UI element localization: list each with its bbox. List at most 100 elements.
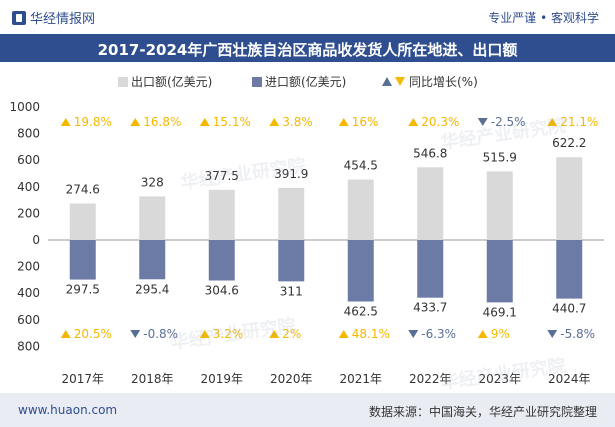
- tagline: 专业严谨 • 客观科学: [488, 11, 599, 25]
- legend-up-triangle-icon: [382, 77, 392, 86]
- export-bar: [556, 157, 583, 240]
- export-bar: [208, 189, 235, 240]
- export-growth-label: 3.8%: [282, 115, 313, 129]
- growth-down-icon: [477, 118, 488, 126]
- import-value-label: 311: [280, 284, 303, 298]
- growth-up-icon: [130, 118, 141, 126]
- export-value-label: 377.5: [205, 169, 239, 183]
- import-bar: [417, 240, 444, 298]
- growth-up-icon: [547, 118, 558, 126]
- growth-up-icon: [269, 118, 280, 126]
- export-bar: [417, 167, 444, 240]
- y-tick-label: 800: [17, 127, 40, 141]
- import-growth-label: 3.2%: [213, 327, 244, 341]
- y-tick-label: 600: [17, 313, 40, 327]
- title-bar: 2017-2024年广西壮族自治区商品收发货人所在地进、出口额: [0, 34, 615, 62]
- growth-down-icon: [408, 330, 419, 338]
- import-growth-label: -0.8%: [143, 327, 178, 341]
- chart: 出口额(亿美元) 进口额(亿美元) 同比增长(%) 1000 800 600 400 200 0…: [9, 74, 604, 386]
- growth-up-icon: [199, 118, 210, 126]
- export-value-label: 546.8: [413, 146, 447, 160]
- x-tick-label: 2024年: [548, 372, 591, 386]
- growth-down-icon: [130, 330, 141, 338]
- import-bar: [278, 240, 305, 282]
- import-bar: [208, 240, 235, 281]
- import-growth-label: 2%: [282, 327, 301, 341]
- x-tick-label: 2019年: [200, 372, 243, 386]
- import-bar: [556, 240, 583, 299]
- import-value-label: 462.5: [344, 305, 378, 319]
- y-tick-label: 1000: [9, 100, 40, 114]
- export-value-label: 328: [141, 175, 164, 189]
- export-value-label: 274.6: [66, 182, 100, 196]
- export-value-label: 515.9: [483, 150, 517, 164]
- x-tick-label: 2020年: [270, 372, 313, 386]
- x-tick-label: 2021年: [339, 372, 382, 386]
- export-bar: [486, 171, 513, 240]
- data-source: 数据来源：中国海关，华经产业研究院整理: [368, 405, 597, 419]
- import-bar: [486, 240, 513, 303]
- growth-up-icon: [60, 118, 71, 126]
- export-value-label: 454.5: [344, 159, 378, 173]
- growth-up-icon: [269, 330, 280, 338]
- logo-icon: [12, 10, 26, 25]
- export-bar: [347, 179, 374, 240]
- website-link[interactable]: www.huaon.com: [18, 403, 118, 417]
- export-growth-label: 20.3%: [421, 115, 459, 129]
- y-tick-label: 600: [17, 153, 40, 167]
- export-bar: [139, 196, 166, 240]
- logo: 华经情报网: [12, 8, 95, 27]
- x-tick-label: 2017年: [61, 372, 104, 386]
- import-value-label: 469.1: [483, 305, 517, 319]
- import-value-label: 295.4: [135, 282, 169, 296]
- import-value-label: 304.6: [205, 284, 239, 298]
- legend-label-import: 进口额(亿美元): [265, 74, 346, 89]
- growth-down-icon: [547, 330, 558, 338]
- import-growth-label: 9%: [491, 327, 510, 341]
- import-value-label: 433.7: [413, 301, 447, 315]
- export-growth-label: 15.1%: [213, 115, 251, 129]
- import-growth-label: -6.3%: [421, 327, 456, 341]
- chart-title: 2017-2024年广西壮族自治区商品收发货人所在地进、出口额: [97, 41, 518, 59]
- growth-up-icon: [477, 330, 488, 338]
- legend-label-export: 出口额(亿美元): [131, 74, 212, 89]
- growth-up-icon: [338, 118, 349, 126]
- y-tick-label: 400: [17, 180, 40, 194]
- export-growth-label: 16.8%: [143, 115, 181, 129]
- growth-up-icon: [408, 118, 419, 126]
- import-growth-label: -5.8%: [560, 327, 595, 341]
- import-value-label: 440.7: [552, 302, 586, 316]
- footer: www.huaon.com 数据来源：中国海关，华经产业研究院整理: [0, 393, 615, 427]
- top-bar: 华经情报网 专业严谨 • 客观科学: [0, 0, 615, 34]
- export-value-label: 622.2: [552, 136, 586, 150]
- export-growth-label: -2.5%: [491, 115, 526, 129]
- y-tick-label: 400: [17, 286, 40, 300]
- import-bar: [69, 240, 96, 280]
- growth-up-icon: [60, 330, 71, 338]
- export-bar: [69, 203, 96, 240]
- import-value-label: 297.5: [66, 283, 100, 297]
- import-growth-label: 48.1%: [352, 327, 390, 341]
- import-growth-label: 20.5%: [74, 327, 112, 341]
- legend-label-growth: 同比增长(%): [409, 75, 478, 89]
- x-tick-label: 2018年: [131, 372, 174, 386]
- y-tick-label: 200: [17, 260, 40, 274]
- export-value-label: 391.9: [274, 167, 308, 181]
- x-tick-label: 2023年: [478, 372, 521, 386]
- legend-down-triangle-icon: [395, 77, 405, 86]
- import-bar: [139, 240, 166, 280]
- export-growth-label: 19.8%: [74, 115, 112, 129]
- legend-swatch-export: [118, 77, 128, 87]
- logo-text: 华经情报网: [30, 12, 96, 27]
- y-tick-label: 800: [17, 339, 40, 353]
- export-growth-label: 21.1%: [560, 115, 598, 129]
- import-bar: [347, 240, 374, 302]
- export-bar: [278, 187, 305, 240]
- growth-up-icon: [199, 330, 210, 338]
- y-tick-label: 0: [32, 233, 40, 247]
- growth-up-icon: [338, 330, 349, 338]
- legend-swatch-import: [252, 77, 262, 87]
- y-tick-label: 200: [17, 206, 40, 220]
- export-growth-label: 16%: [352, 115, 379, 129]
- x-tick-label: 2022年: [409, 372, 452, 386]
